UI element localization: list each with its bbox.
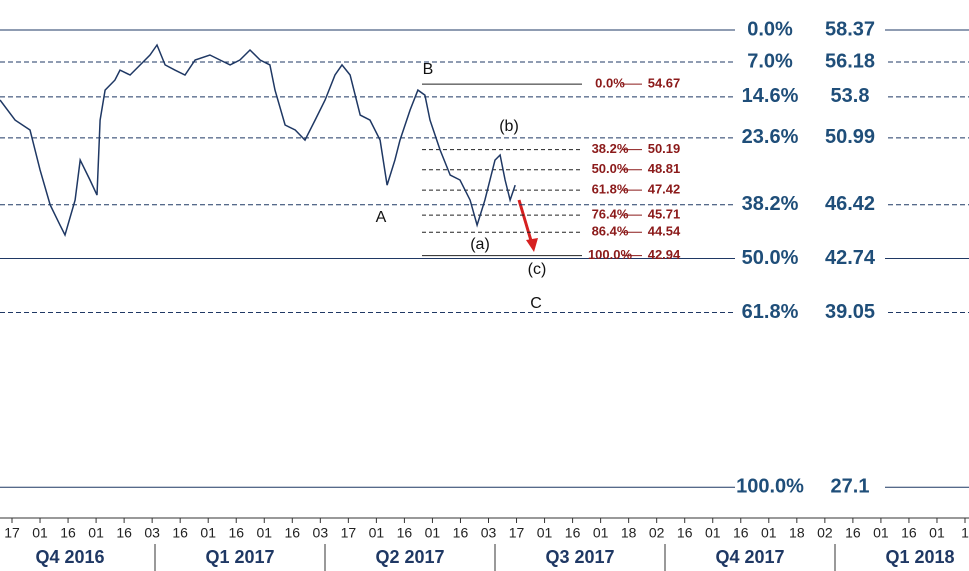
fib-percent: 76.4% xyxy=(592,207,629,222)
x-tick-label: 16 xyxy=(116,525,132,541)
x-tick-label: 16 xyxy=(60,525,76,541)
fib-value: 53.8 xyxy=(831,85,870,107)
fib-percent: 0.0% xyxy=(595,76,625,91)
wave-label: A xyxy=(376,209,387,226)
fib-value: 27.1 xyxy=(831,476,870,498)
x-tick-label: 01 xyxy=(88,525,104,541)
quarter-label: Q1 2018 xyxy=(885,547,954,567)
fib-value: 42.74 xyxy=(825,247,876,269)
x-tick-label: 16 xyxy=(172,525,188,541)
x-tick-label: 17 xyxy=(4,525,20,541)
fib-value: 45.71 xyxy=(648,207,681,222)
fib-percent: 0.0% xyxy=(747,18,793,40)
fib-value: 48.81 xyxy=(648,161,681,176)
x-tick-label: 01 xyxy=(32,525,48,541)
quarter-label: Q2 2017 xyxy=(375,547,444,567)
x-tick-label: 01 xyxy=(761,525,777,541)
fib-percent: 23.6% xyxy=(742,126,799,148)
fib-percent: 50.0% xyxy=(742,247,799,269)
fib-percent: 14.6% xyxy=(742,85,799,107)
x-tick-label: 01 xyxy=(593,525,609,541)
quarter-label: Q4 2017 xyxy=(715,547,784,567)
label-bg xyxy=(735,475,885,500)
fib-value: 44.54 xyxy=(648,224,681,239)
x-tick-label: 1 xyxy=(961,525,969,541)
x-tick-label: 16 xyxy=(845,525,861,541)
price-line xyxy=(0,43,516,238)
x-tick-label: 03 xyxy=(313,525,329,541)
fib-percent: 100.0% xyxy=(588,247,633,262)
x-tick-label: 01 xyxy=(200,525,216,541)
label-bg xyxy=(735,192,885,217)
wave-label: (b) xyxy=(499,118,519,135)
fib-value: 58.37 xyxy=(825,18,875,40)
x-tick-label: 16 xyxy=(733,525,749,541)
fib-value: 56.18 xyxy=(825,50,875,72)
x-tick-label: 16 xyxy=(453,525,469,541)
wave-label: (c) xyxy=(528,261,547,278)
quarter-label: Q4 2016 xyxy=(35,547,104,567)
fib-percent: 86.4% xyxy=(592,224,629,239)
x-tick-label: 18 xyxy=(621,525,637,541)
x-tick-label: 16 xyxy=(228,525,244,541)
label-bg xyxy=(735,84,885,109)
x-tick-label: 01 xyxy=(256,525,272,541)
label-bg xyxy=(735,246,885,271)
fib-value: 47.42 xyxy=(648,182,681,197)
x-tick-label: 03 xyxy=(144,525,160,541)
arrow xyxy=(517,199,534,245)
x-tick-label: 01 xyxy=(425,525,441,541)
x-tick-label: 02 xyxy=(817,525,833,541)
fib-value: 46.42 xyxy=(825,193,875,215)
fib-percent: 100.0% xyxy=(736,476,804,498)
fib-percent: 61.8% xyxy=(592,182,629,197)
fib-value: 42.94 xyxy=(648,247,681,262)
fib-value: 39.05 xyxy=(825,301,875,323)
x-tick-label: 02 xyxy=(649,525,665,541)
fib-value: 50.99 xyxy=(825,126,875,148)
fib-percent: 61.8% xyxy=(742,301,799,323)
label-bg xyxy=(735,300,885,325)
wave-label: C xyxy=(530,295,542,312)
x-tick-label: 16 xyxy=(285,525,301,541)
quarter-label: Q3 2017 xyxy=(545,547,614,567)
x-tick-label: 03 xyxy=(481,525,497,541)
fib-value: 54.67 xyxy=(648,76,681,91)
x-tick-label: 17 xyxy=(341,525,357,541)
fib-percent: 7.0% xyxy=(747,50,793,72)
x-tick-label: 18 xyxy=(789,525,805,541)
x-tick-label: 16 xyxy=(565,525,581,541)
x-tick-label: 01 xyxy=(929,525,945,541)
x-tick-label: 01 xyxy=(873,525,889,541)
wave-label: (a) xyxy=(470,236,490,253)
x-tick-label: 16 xyxy=(677,525,693,541)
x-tick-label: 01 xyxy=(369,525,385,541)
x-tick-label: 16 xyxy=(901,525,917,541)
x-tick-label: 16 xyxy=(397,525,413,541)
label-bg xyxy=(735,50,885,75)
label-bg xyxy=(735,125,885,150)
fib-value: 50.19 xyxy=(648,141,681,156)
arrow-head xyxy=(526,238,538,252)
x-tick-label: 17 xyxy=(509,525,525,541)
fib-percent: 38.2% xyxy=(742,193,799,215)
wave-label: B xyxy=(423,61,434,78)
quarter-label: Q1 2017 xyxy=(205,547,274,567)
fib-percent: 38.2% xyxy=(592,141,629,156)
label-bg xyxy=(735,17,885,42)
fib-percent: 50.0% xyxy=(592,161,629,176)
x-tick-label: 01 xyxy=(705,525,721,541)
x-tick-label: 01 xyxy=(537,525,553,541)
